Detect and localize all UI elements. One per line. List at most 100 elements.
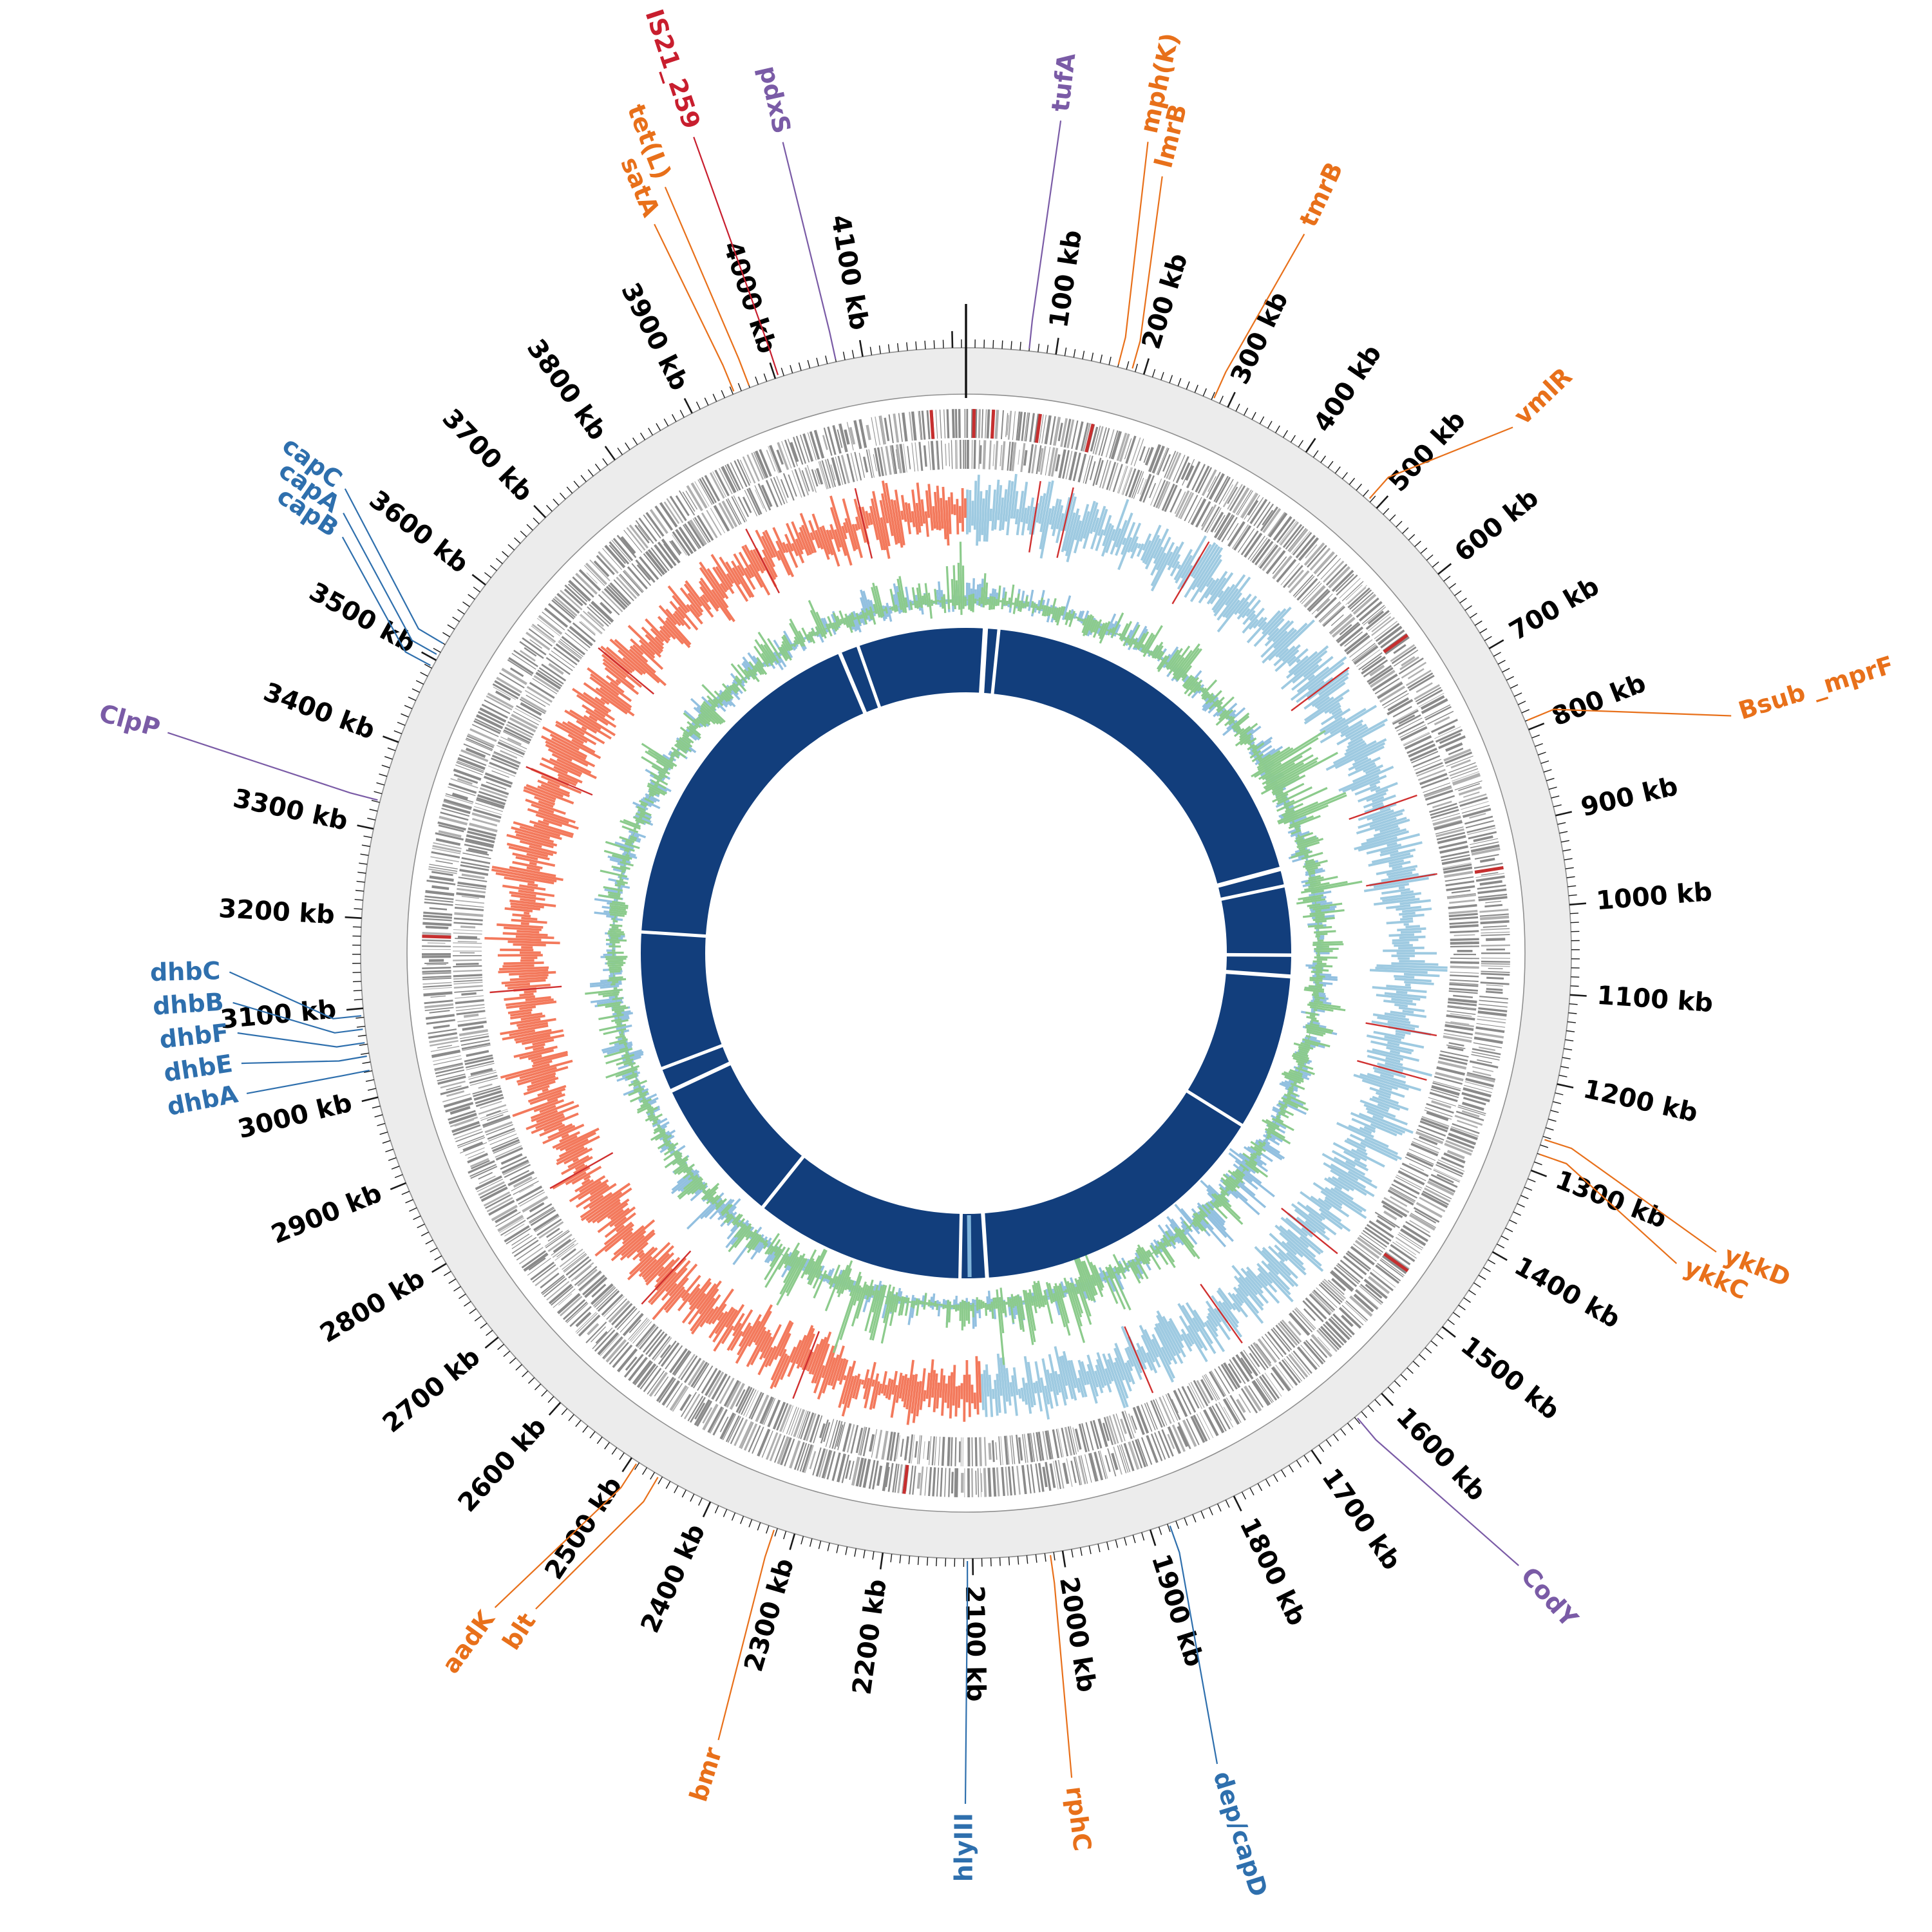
gene-pointer-hlyiii [964,1560,969,1804]
axis-tick-label: 700 kb [1504,571,1604,647]
gene-label-dep-capd: dep/capD [1208,1768,1273,1900]
gene-label-rphc: rphC [1061,1785,1097,1853]
axis-tick-label: 2600 kb [453,1412,553,1518]
axis-tick-label: 1000 kb [1595,877,1714,916]
gene-pointer-tufa [1028,120,1062,349]
axis-tick-label: 2800 kb [315,1264,430,1349]
gc-content-track [585,542,1363,1365]
alignment-gap [978,624,989,697]
alignment-gap [980,1209,990,1282]
axis-tick-label: 2300 kb [739,1555,800,1675]
axis-tick-label: 3000 kb [235,1088,355,1145]
gene-red-mark [1383,1253,1409,1273]
gc-skew-spike [1291,667,1350,712]
gene-pointer-dhba [246,1070,370,1094]
gene-red-mark [1383,634,1409,654]
axis-tick-label: 2700 kb [377,1342,486,1439]
alignment-gap [1222,952,1296,957]
axis-tick-label: 1800 kb [1234,1513,1312,1631]
axis-tick-label: 900 kb [1578,772,1681,822]
gc-skew-spike [1349,794,1417,820]
gene-pointer-tmrb [1213,233,1305,399]
gene-label-blt: blt [497,1608,542,1655]
gc-skew-spike [489,985,562,994]
gene-red-mark [1034,413,1042,443]
gene-pointer-pdxs [782,142,837,360]
alignment-gap [667,1060,734,1095]
gene-label-hlyiii: hlyIII [950,1813,978,1882]
gene-pointer-mph-k [1117,142,1149,365]
gc-skew-spike [745,528,780,594]
axis-tick-label: 1100 kb [1596,981,1714,1018]
alignment-gap [759,1152,807,1211]
alignment-gap [837,649,869,717]
alignment-gap [990,625,1001,698]
gc-skew-spike [854,488,873,559]
gene-pointer-dhbe [241,1055,367,1065]
gene-label-dhbf: dhbF [158,1018,230,1054]
axis-tick-label: 500 kb [1383,405,1472,497]
gene-label-dhbb: dhbB [152,987,225,1020]
axis-tick-label: 800 kb [1548,668,1650,732]
alignment-gap [1213,866,1285,889]
axis-tick-label: 3200 kb [218,894,336,930]
gene-pointer-capb [341,536,431,667]
gene-label-bmr: bmr [684,1744,728,1805]
gene-annotation-track [421,408,1511,1498]
gene-red-mark [990,409,996,439]
axis-tick-label: 1300 kb [1551,1165,1671,1235]
gc-skew-spike [1028,480,1041,553]
axis-tick-label: 4000 kb [717,238,782,357]
axis-tick-label: 400 kb [1308,339,1388,437]
axis-tick-label: 2900 kb [267,1179,386,1250]
gene-pointer-rphc [1050,1555,1073,1778]
axis-tick-label: 4100 kb [825,213,874,332]
axis-tick-label: 2400 kb [635,1520,711,1638]
alignment-gap [637,930,710,938]
alignment-gap [855,642,882,712]
alignment-gap [1222,969,1294,979]
gene-pointer-dhbc [229,971,362,1019]
gene-label-pdxs: pdxS [753,63,796,136]
gene-pointer-bsub-mprf [1527,708,1732,721]
gc-skew-spike [1365,1022,1437,1037]
gene-red-mark [1474,866,1504,874]
gene-pointer-aadk [494,1463,638,1608]
gene-label-clpp: ClpP [96,699,163,743]
axis-tick-label: 2000 kb [1054,1575,1101,1694]
gene-pointer-blt [535,1477,659,1610]
alignment-gap [1217,883,1289,902]
gc-skew-spike [1056,487,1074,558]
gene-pointer-capc [344,488,444,644]
gc-skew-spike [526,766,593,796]
gene-red-mark [902,1464,909,1494]
axis-tick-label: 3300 kb [231,784,350,837]
axis-tick-label: 3800 kb [521,334,612,446]
alignment-ring [637,624,1296,1282]
gene-pointer-ykkc [1539,1153,1678,1264]
axis-tick-label: 2200 kb [847,1577,892,1696]
alignment-gap [1183,1088,1246,1129]
gene-pointer-dhbf [237,1032,365,1048]
gene-red-mark [422,934,451,939]
gene-pointer-capa [343,513,437,655]
gene-pointer-dhbb [232,1001,363,1034]
gene-red-mark [929,410,935,439]
gene-pointer-clpp [167,732,378,801]
gc-skew-spike [1366,873,1437,887]
axis-tick-label: 600 kb [1449,483,1544,568]
axis-tick-label: 300 kb [1225,287,1294,389]
gene-pointer-tet-l [664,186,750,386]
gc-skew-spike [1171,541,1210,605]
gene-label-bsub-mprf: Bsub _mprF [1735,650,1897,725]
gene-label-vmlr: vmlR [1508,362,1577,430]
gc-skew-spike [1281,1208,1338,1255]
gene-label-tufa: tufA [1046,51,1081,113]
gene-label-dhbc: dhbC [149,956,220,987]
gc-skew-spike [641,1250,692,1305]
axis-tick-label: 3600 kb [364,485,474,579]
gc-skew-spike [598,647,654,695]
gene-pointer-sata [654,223,735,392]
gene-label-aadk: aadK [437,1605,501,1679]
